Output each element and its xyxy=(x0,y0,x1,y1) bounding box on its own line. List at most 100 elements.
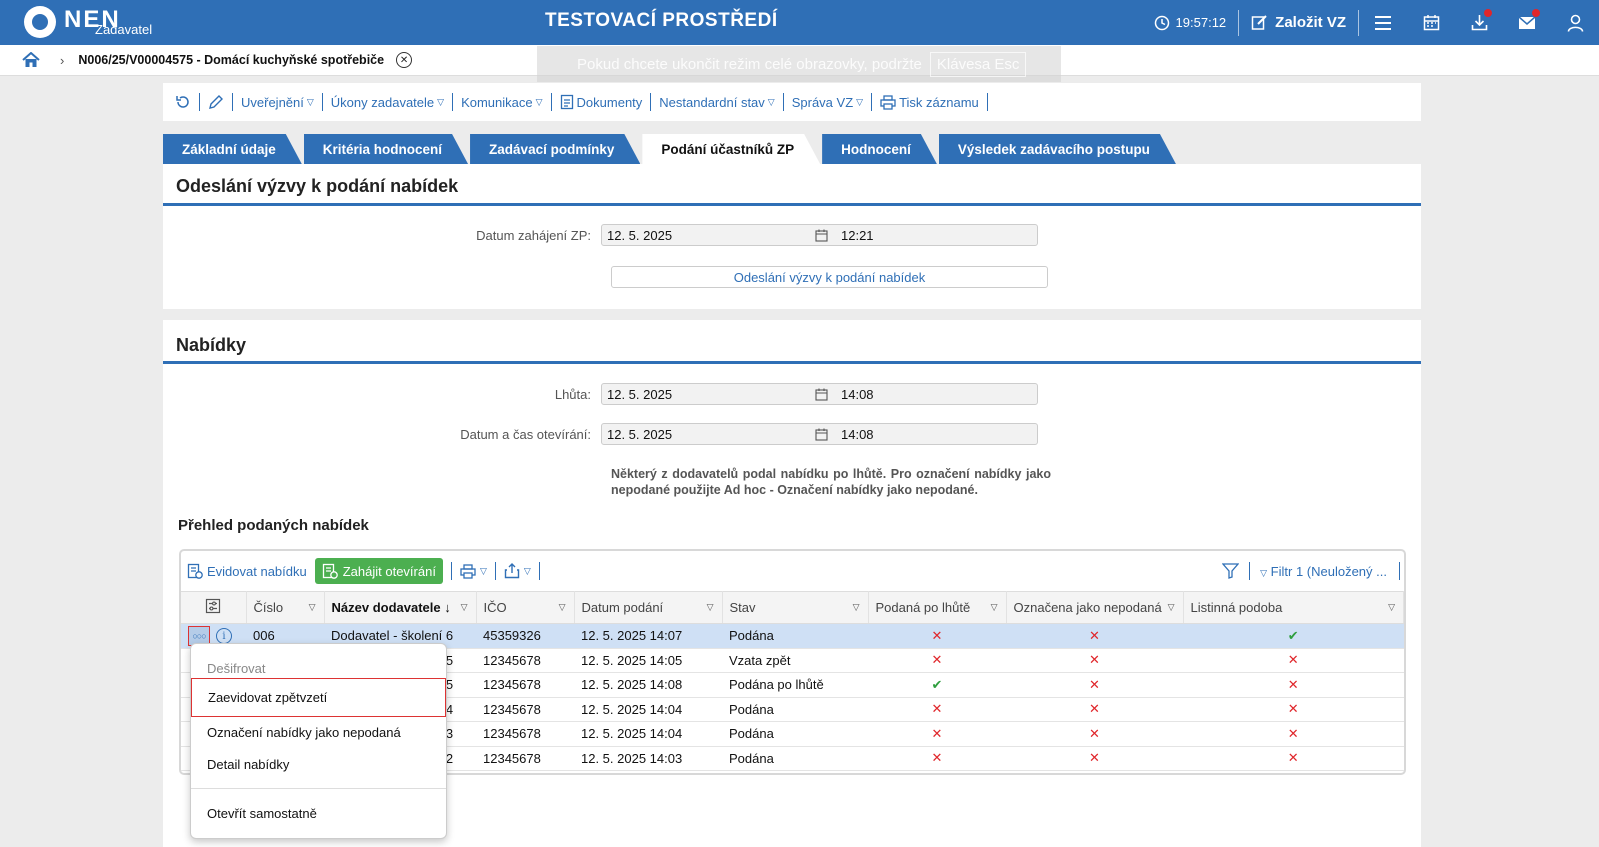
column-settings-header[interactable] xyxy=(181,591,247,624)
create-vz-button[interactable]: Založit VZ xyxy=(1239,14,1358,31)
cell-datum: 12. 5. 2025 14:07 xyxy=(574,623,722,649)
tab-hodnoceni[interactable]: Hodnocení xyxy=(822,134,937,164)
cross-icon: ✕ xyxy=(1287,750,1299,766)
menu-label: Správa VZ xyxy=(791,94,854,110)
column-label: Číslo xyxy=(253,600,284,615)
calendar-button[interactable] xyxy=(1407,0,1455,45)
breadcrumb-current: N006/25/V00004575 - Domácí kuchyňské spo… xyxy=(78,53,385,67)
column-label: Listinná podoba xyxy=(1190,600,1283,615)
deadline-label: Lhůta: xyxy=(554,386,591,402)
filter-caret-icon[interactable]: ▽ xyxy=(990,602,998,612)
menu-dokumenty[interactable]: Dokumenty xyxy=(552,93,652,111)
cell-nepodana: ✕ xyxy=(1006,623,1183,649)
start-opening-button[interactable]: Zahájit otevírání xyxy=(314,558,443,584)
menu-tisk-zaznamu[interactable]: Tisk záznamu xyxy=(872,93,988,111)
filter-caret-icon[interactable]: ▽ xyxy=(852,602,860,612)
caret-down-icon: ▽ xyxy=(306,96,314,107)
filter-caret-icon[interactable]: ▽ xyxy=(558,602,566,612)
deadline-date-value: 12. 5. 2025 xyxy=(607,386,673,402)
info-icon[interactable]: i xyxy=(216,628,232,645)
tab-kriteria-hodnoceni[interactable]: Kritéria hodnocení xyxy=(304,134,468,164)
refresh-icon xyxy=(176,96,189,108)
menu-sprava-vz[interactable]: Správa VZ ▽ xyxy=(784,93,873,111)
column-header-stav[interactable]: Stav ▽ xyxy=(722,591,869,624)
cross-icon: ✕ xyxy=(1089,701,1100,717)
user-icon xyxy=(1567,14,1583,32)
filter-caret-icon[interactable]: ▽ xyxy=(308,602,316,612)
filter-caret-icon[interactable]: ▽ xyxy=(1167,602,1175,612)
logo-icon xyxy=(24,6,56,38)
menu-nestandardni-stav[interactable]: Nestandardní stav ▽ xyxy=(651,93,784,111)
tab-zadavaci-podminky[interactable]: Zadávací podmínky xyxy=(470,134,640,164)
cell-po-lhute: ✕ xyxy=(868,746,1006,771)
tab-podani-ucastniku[interactable]: Podání účastníků ZP xyxy=(642,134,820,164)
cross-icon: ✕ xyxy=(1287,701,1299,717)
check-icon: ✔ xyxy=(931,676,943,692)
print-menu-button[interactable]: ▽ xyxy=(460,563,487,579)
home-button[interactable] xyxy=(22,52,40,68)
messages-button[interactable] xyxy=(1503,0,1551,45)
calendar-icon xyxy=(815,229,835,242)
start-time-value: 12:21 xyxy=(841,227,874,243)
column-header-cislo[interactable]: Číslo ▽ xyxy=(246,591,325,624)
menu-item-oznaceni-nepodana[interactable]: Označení nabídky jako nepodaná xyxy=(207,725,401,740)
menu-item-otevrit-samostatne[interactable]: Otevřít samostatně xyxy=(207,806,317,821)
filter-caret-icon[interactable]: ▽ xyxy=(706,602,714,612)
invitation-panel: Odeslání výzvy k podání nabídek Datum za… xyxy=(163,164,1421,309)
chevron-right-icon: › xyxy=(60,52,65,68)
filter-label: Filtr 1 (Neuložený ... xyxy=(1270,563,1387,579)
opening-label: Datum a čas otevírání: xyxy=(460,426,591,442)
divider xyxy=(538,562,540,580)
column-label: Název dodavatele xyxy=(331,600,441,615)
edit-button[interactable] xyxy=(200,93,233,111)
calendar-icon xyxy=(815,388,835,401)
menu-label: Úkony zadavatele xyxy=(330,94,435,110)
user-button[interactable] xyxy=(1551,0,1599,45)
cell-datum: 12. 5. 2025 14:05 xyxy=(574,648,722,673)
nen-logo[interactable]: NEN xyxy=(24,6,121,38)
start-date-field[interactable]: 12. 5. 2025 12:21 xyxy=(601,224,1038,246)
opening-field[interactable]: 12. 5. 2025 14:08 xyxy=(601,423,1038,445)
filter-icon[interactable] xyxy=(1222,563,1240,579)
printer-icon xyxy=(460,563,476,579)
tab-vysledek[interactable]: Výsledek zadávacího postupu xyxy=(939,134,1176,164)
menu-ukony-zadavatele[interactable]: Úkony zadavatele ▽ xyxy=(323,93,454,111)
column-header-nazev[interactable]: Název dodavatele ↓ ▽ xyxy=(324,591,477,624)
action-bar: Uveřejnění ▽ Úkony zadavatele ▽ Komunikace… xyxy=(163,83,1421,121)
tab-zakladni-udaje[interactable]: Základní údaje xyxy=(163,134,302,164)
menu-item-detail-nabidky[interactable]: Detail nabídky xyxy=(207,757,290,772)
table-row[interactable]: ○○○ i 006 Dodavatel - školení 6 45359326 12. … xyxy=(181,623,1404,649)
top-right-tools: 19:57:12 Založit VZ xyxy=(1154,0,1599,45)
cell-po-lhute: ✕ xyxy=(868,648,1006,673)
deadline-field[interactable]: 12. 5. 2025 14:08 xyxy=(601,383,1038,405)
filter-caret-icon[interactable]: ▽ xyxy=(1388,602,1395,612)
downloads-button[interactable] xyxy=(1455,0,1503,45)
send-invitation-button[interactable]: Odeslání výzvy k podání nabídek xyxy=(611,266,1048,288)
export-menu-button[interactable]: ▽ xyxy=(504,563,531,579)
cell-listinna: ✕ xyxy=(1183,721,1404,747)
offers-overview-title: Přehled podaných nabídek xyxy=(178,517,369,534)
record-offer-button[interactable]: Evidovat nabídku xyxy=(187,563,307,579)
column-label: Podaná po lhůtě xyxy=(875,600,971,615)
menu-uverejneni[interactable]: Uveřejnění ▽ xyxy=(233,93,323,111)
menu-button[interactable] xyxy=(1359,0,1407,45)
check-icon: ✔ xyxy=(1287,627,1299,643)
divider xyxy=(494,562,496,580)
menu-item-zaevidovat-zpetvzeti[interactable]: Zaevidovat zpětvzetí xyxy=(191,678,446,717)
mail-icon xyxy=(1518,15,1536,29)
column-header-nepodana[interactable]: Označena jako nepodaná ▽ xyxy=(1006,591,1184,624)
filter-caret-icon[interactable]: ▽ xyxy=(460,602,468,612)
row-context-menu: Dešifrovat Zaevidovat zpětvzetí Označení… xyxy=(190,643,447,839)
column-header-ico[interactable]: IČO ▽ xyxy=(476,591,575,624)
filter-dropdown[interactable]: ▽ Filtr 1 (Neuložený ... xyxy=(1260,564,1387,579)
column-header-listinna[interactable]: Listinná podoba ▽ xyxy=(1183,591,1404,624)
notification-dot xyxy=(1484,9,1492,17)
column-header-datum[interactable]: Datum podání ▽ xyxy=(574,591,723,624)
close-icon[interactable]: ✕ xyxy=(396,52,413,68)
column-label: Označena jako nepodaná xyxy=(1013,600,1162,615)
column-header-po-lhute[interactable]: Podaná po lhůtě ▽ xyxy=(868,591,1007,624)
refresh-button[interactable] xyxy=(171,93,200,111)
menu-komunikace[interactable]: Komunikace ▽ xyxy=(453,93,552,111)
column-label: IČO xyxy=(483,600,507,615)
cell-po-lhute: ✔ xyxy=(868,672,1006,698)
